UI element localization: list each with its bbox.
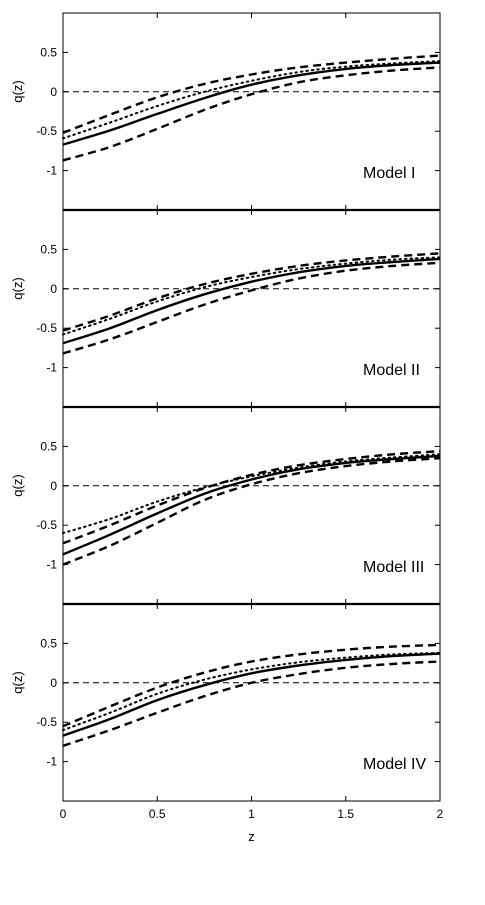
panel-2: 0.5 0 -0.5 -1 q(z) Model II xyxy=(10,209,441,409)
series-dotted-2 xyxy=(62,256,441,336)
series-dashed-3 xyxy=(62,643,441,728)
panel-1: 0.5 0 -0.5 -1 q(z) Model I xyxy=(10,12,441,212)
series-dotted-2 xyxy=(62,453,441,535)
y-tick-label: -1 xyxy=(46,164,57,178)
x-tick-label: 1.5 xyxy=(337,807,354,821)
series-dashed-4 xyxy=(62,261,441,355)
x-tick-label: 0.5 xyxy=(149,807,166,821)
x-axis-label: z xyxy=(248,829,255,844)
y-tick-label: -0.5 xyxy=(36,518,57,532)
y-tick-label: -0.5 xyxy=(36,321,57,335)
panel-4: 0.5 0 -0.5 -1 0 0.5 1 1.5 2 q(z) Model IV z xyxy=(10,603,444,844)
y-tick-label: 0 xyxy=(50,676,57,690)
panel-3: 0.5 0 -0.5 -1 q(z) Model III xyxy=(10,406,441,606)
x-tick-label: 2 xyxy=(437,807,444,821)
model-label: Model III xyxy=(363,559,424,576)
y-tick-label: 0 xyxy=(50,282,57,296)
y-tick-label: -1 xyxy=(46,361,57,375)
model-label: Model I xyxy=(363,165,415,182)
y-tick-label: 0 xyxy=(50,479,57,493)
y-axis-label: q(z) xyxy=(10,80,25,102)
series-dashed-3 xyxy=(62,252,441,332)
y-tick-label: 0.5 xyxy=(40,636,57,650)
model-label: Model IV xyxy=(363,756,426,773)
y-axis-label: q(z) xyxy=(10,671,25,693)
series-dashed-3 xyxy=(62,54,441,134)
series-dashed-4 xyxy=(62,66,441,162)
y-tick-label: -1 xyxy=(46,558,57,572)
series-solid-1 xyxy=(62,257,441,345)
y-tick-label: 0.5 xyxy=(40,439,57,453)
series-dashed-4 xyxy=(62,660,441,747)
series-dotted-2 xyxy=(62,651,441,732)
y-axis-label: q(z) xyxy=(10,474,25,496)
y-tick-label: -1 xyxy=(46,755,57,769)
y-tick-label: 0.5 xyxy=(40,45,57,59)
series-dotted-2 xyxy=(62,60,441,140)
y-axis-label: q(z) xyxy=(10,277,25,299)
series-dashed-4 xyxy=(62,457,441,566)
series-dashed-3 xyxy=(62,449,441,545)
y-tick-label: -0.5 xyxy=(36,715,57,729)
y-tick-label: -0.5 xyxy=(36,124,57,138)
y-tick-label: 0 xyxy=(50,85,57,99)
series-solid-1 xyxy=(62,652,441,737)
model-label: Model II xyxy=(363,362,420,379)
x-tick-label: 1 xyxy=(248,807,255,821)
x-tick-label: 0 xyxy=(60,807,67,821)
y-tick-label: 0.5 xyxy=(40,242,57,256)
series-solid-1 xyxy=(62,454,441,556)
series-solid-1 xyxy=(62,61,441,146)
